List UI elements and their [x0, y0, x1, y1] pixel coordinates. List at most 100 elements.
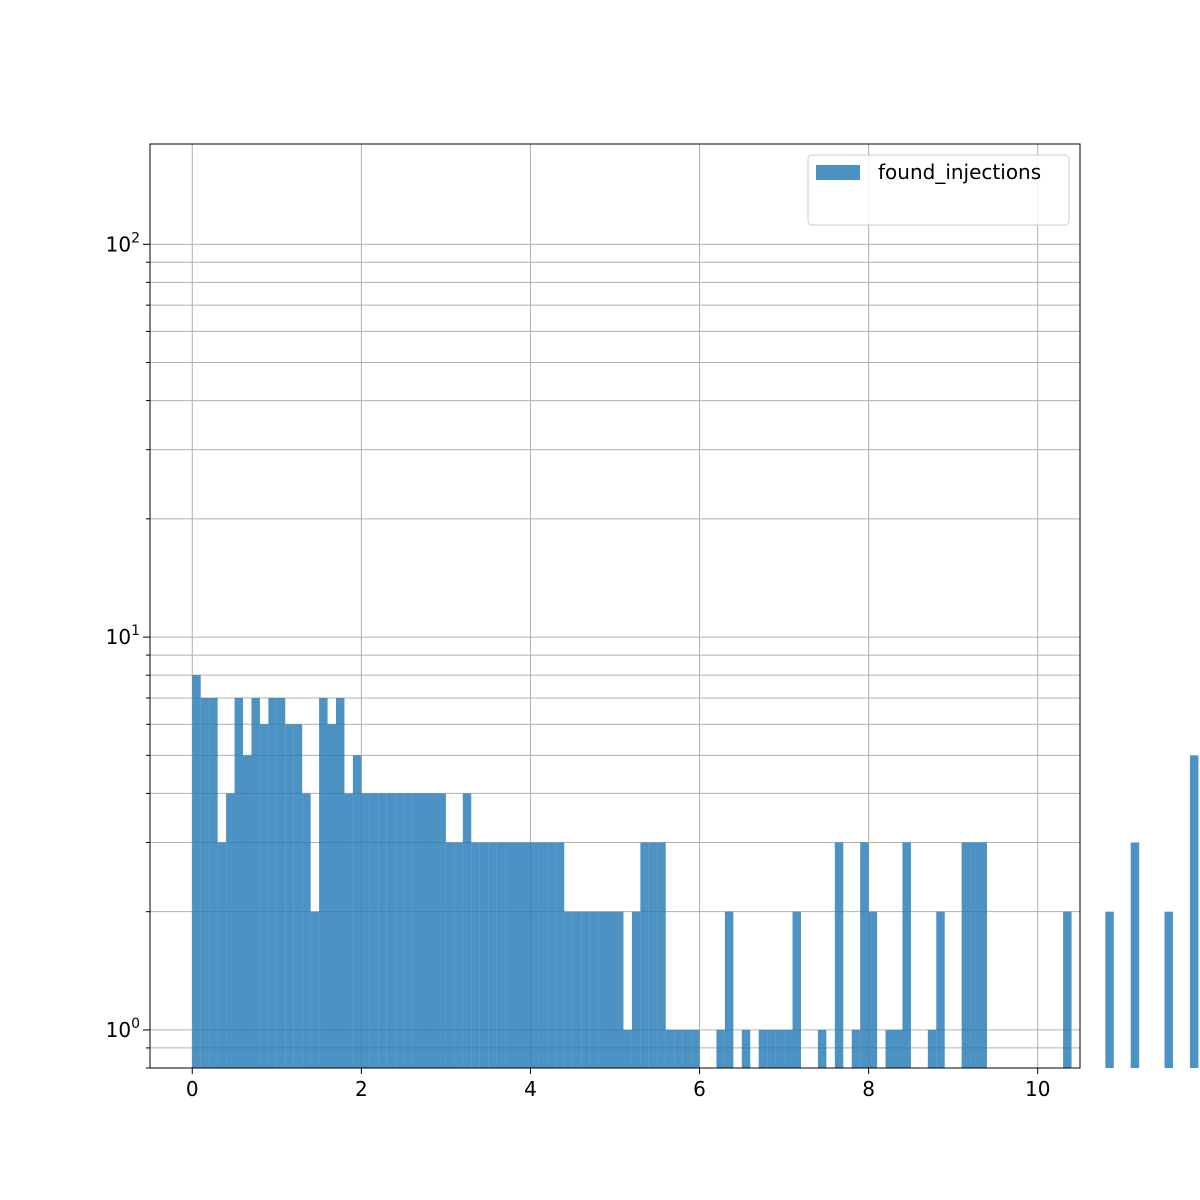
bar-found-injections	[784, 1029, 793, 1068]
bar-found-injections	[226, 793, 235, 1068]
bar-found-injections	[538, 842, 548, 1068]
bar-found-injections	[209, 697, 218, 1068]
bar-found-injections	[1063, 911, 1072, 1068]
bar-found-injections	[682, 1029, 692, 1068]
x-tick-label: 0	[186, 1077, 199, 1101]
x-tick-label: 6	[693, 1077, 706, 1101]
legend-box	[807, 154, 1070, 226]
bar-found-injections	[403, 793, 413, 1068]
bar-found-injections	[200, 697, 210, 1068]
bar-found-injections	[285, 724, 294, 1068]
bar-found-injections	[234, 697, 243, 1068]
bar-found-injections	[259, 724, 269, 1068]
x-tick-label: 8	[862, 1077, 875, 1101]
bar-found-injections	[615, 911, 624, 1068]
bar-found-injections	[302, 793, 311, 1068]
bar-found-injections	[598, 911, 607, 1068]
y-tick-label: 100	[106, 1016, 140, 1042]
y-tick-label: 101	[106, 623, 140, 649]
bar-found-injections	[572, 911, 582, 1068]
bar-found-injections	[378, 793, 387, 1068]
bar-found-injections	[741, 1029, 751, 1068]
y-tick-label: 102	[106, 230, 140, 256]
bar-found-injections	[792, 911, 801, 1068]
bar-found-injections	[217, 842, 227, 1068]
bar-found-injections	[462, 793, 472, 1068]
legend: found_injections	[807, 154, 1070, 226]
bar-found-injections	[471, 842, 480, 1068]
bar-found-injections	[420, 793, 429, 1068]
bar-found-injections	[674, 1029, 683, 1068]
bar-found-injections	[1164, 911, 1173, 1068]
bar-found-injections	[513, 842, 522, 1068]
bar-found-injections	[243, 755, 252, 1068]
bar-found-injections	[817, 1029, 827, 1068]
bar-found-injections	[361, 793, 370, 1068]
bar-found-injections	[902, 842, 911, 1068]
bar-found-injections	[581, 911, 590, 1068]
bar-found-injections	[657, 842, 666, 1068]
bar-found-injections	[1189, 755, 1199, 1068]
bar-found-injections	[437, 793, 446, 1068]
bar-found-injections	[395, 793, 404, 1068]
bar-found-injections	[479, 842, 489, 1068]
bar-found-injections	[251, 697, 260, 1068]
bar-found-injections	[640, 842, 649, 1068]
bar-found-injections	[970, 842, 979, 1068]
bar-found-injections	[547, 842, 556, 1068]
bar-found-injections	[767, 1029, 776, 1068]
bar-found-injections	[978, 842, 987, 1068]
bar-found-injections	[293, 724, 303, 1068]
bar-found-injections	[648, 842, 658, 1068]
bar-found-injections	[1105, 911, 1114, 1068]
bar-found-injections	[454, 842, 463, 1068]
bar-found-injections	[961, 842, 971, 1068]
x-tick-label: 4	[524, 1077, 537, 1101]
bar-found-injections	[522, 842, 531, 1068]
bar-found-injections	[429, 793, 438, 1068]
bar-found-injections	[1130, 842, 1140, 1068]
bar-found-injections	[505, 842, 514, 1068]
bar-found-injections	[724, 911, 734, 1068]
bar-found-injections	[623, 1029, 632, 1068]
bar-found-injections	[445, 842, 455, 1068]
bar-found-injections	[310, 911, 320, 1068]
bar-found-injections	[192, 675, 201, 1068]
x-tick-label: 2	[355, 1077, 368, 1101]
bars	[192, 675, 1199, 1068]
bar-found-injections	[496, 842, 506, 1068]
x-axis: 0 2 4 6 8 10	[186, 1068, 1050, 1101]
bar-found-injections	[589, 911, 599, 1068]
bar-found-injections	[775, 1029, 785, 1068]
x-tick-label: 10	[1025, 1077, 1050, 1101]
bar-found-injections	[758, 1029, 768, 1068]
bar-found-injections	[927, 1029, 937, 1068]
bar-found-injections	[894, 1029, 903, 1068]
bar-found-injections	[860, 842, 869, 1068]
bar-found-injections	[344, 793, 353, 1068]
bar-found-injections	[530, 842, 539, 1068]
bar-found-injections	[631, 911, 641, 1068]
bar-found-injections	[555, 842, 565, 1068]
bar-found-injections	[336, 697, 345, 1068]
bar-found-injections	[564, 911, 573, 1068]
bar-found-injections	[885, 1029, 894, 1068]
bar-found-injections	[488, 842, 497, 1068]
legend-label: found_injections	[878, 160, 1041, 184]
bar-found-injections	[276, 697, 286, 1068]
plot-frame	[149, 143, 1081, 1069]
bar-found-injections	[319, 697, 328, 1068]
bar-found-injections	[327, 724, 336, 1068]
bar-found-injections	[691, 1029, 700, 1068]
bar-found-injections	[665, 1029, 675, 1068]
bar-found-injections	[412, 793, 421, 1068]
bar-found-injections	[834, 842, 844, 1068]
bar-found-injections	[851, 1029, 861, 1068]
bar-found-injections	[268, 697, 277, 1068]
bar-found-injections	[606, 911, 615, 1068]
bar-found-injections	[352, 755, 362, 1068]
bar-found-injections	[936, 911, 945, 1068]
bar-found-injections	[369, 793, 379, 1068]
bar-found-injections	[868, 911, 878, 1068]
